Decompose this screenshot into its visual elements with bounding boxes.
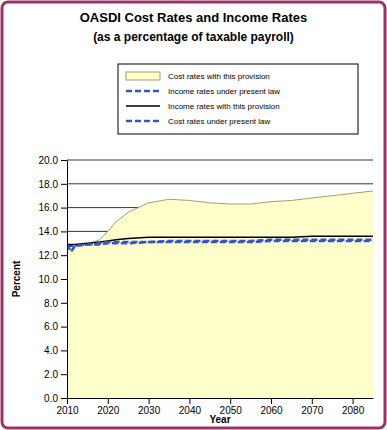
- subtitle: (as a percentage of taxable payroll): [93, 30, 294, 44]
- legend: Cost rates with this provision Income rat…: [118, 64, 358, 134]
- y-tick: 16.0: [39, 202, 67, 213]
- line: [67, 240, 373, 252]
- x-tick: 2040: [179, 398, 202, 416]
- x-tick-label: 2030: [138, 405, 161, 416]
- line: [67, 236, 373, 244]
- x-tick-label: 2060: [260, 405, 283, 416]
- x-tick-label: 2040: [179, 405, 202, 416]
- x-tick: 2070: [301, 398, 324, 416]
- legend-swatch: [126, 105, 160, 107]
- legend-box: [118, 64, 358, 134]
- x-axis-line: [68, 398, 374, 399]
- line: [67, 241, 373, 246]
- y-tick-label: 12.0: [39, 250, 59, 261]
- y-tick-label: 10.0: [39, 274, 59, 285]
- y-tick-label: 2.0: [44, 369, 58, 380]
- y-tick-mark: [61, 231, 67, 232]
- y-tick-label: 6.0: [44, 321, 58, 332]
- x-tick: 2030: [138, 398, 161, 416]
- grid: [67, 160, 373, 398]
- x-tick-mark: [67, 398, 68, 404]
- frame: [2, 2, 385, 428]
- legend-swatch: [126, 120, 160, 123]
- x-tick-mark: [230, 398, 231, 404]
- x-tick-mark: [271, 398, 272, 404]
- grid-line: [67, 160, 373, 161]
- x-axis-title: Year: [209, 414, 230, 425]
- y-axis-line: [67, 161, 68, 399]
- area-edge: [67, 191, 373, 252]
- y-tick-mark: [61, 374, 67, 375]
- y-tick-mark: [61, 350, 67, 351]
- y-tick-mark: [61, 303, 67, 304]
- y-tick-label: 16.0: [39, 202, 59, 213]
- x-tick-label: 2010: [56, 405, 79, 416]
- y-axis: 0.0 2.0 4.0 6.0 8.0 10.0 12.0 14.0 16.0 18.0 20.0: [39, 155, 68, 404]
- y-tick-label: 14.0: [39, 226, 59, 237]
- y-tick-label: 20.0: [39, 155, 59, 166]
- y-tick-mark: [61, 279, 67, 280]
- y-tick-label: 0.0: [44, 393, 58, 404]
- x-tick: 2010: [56, 398, 79, 416]
- y-tick: 20.0: [39, 155, 67, 166]
- legend-swatch: [126, 72, 160, 80]
- y-tick-mark: [61, 184, 67, 185]
- y-tick-label: 18.0: [39, 179, 59, 190]
- x-tick-mark: [108, 398, 109, 404]
- y-tick: 8.0: [44, 298, 67, 309]
- legend-label: Cost rates under present law: [168, 117, 270, 126]
- legend-swatch: [126, 90, 160, 93]
- x-tick: 2020: [97, 398, 120, 416]
- y-tick-mark: [61, 208, 67, 209]
- chart: OASDI Cost Rates and Income Rates (as a p…: [0, 0, 387, 430]
- y-tick: 2.0: [44, 369, 67, 380]
- y-tick: 0.0: [44, 393, 67, 404]
- y-tick-label: 8.0: [44, 298, 58, 309]
- y-tick: 14.0: [39, 226, 67, 237]
- x-tick-label: 2020: [97, 405, 120, 416]
- plot-marks: [67, 191, 373, 398]
- y-tick: 4.0: [44, 345, 67, 356]
- y-tick-mark: [61, 160, 67, 161]
- legend-label: Income rates under present law: [168, 87, 280, 96]
- legend-label: Income rates with this provision: [168, 102, 280, 111]
- area: [67, 191, 373, 398]
- y-tick-label: 4.0: [44, 345, 58, 356]
- y-tick: 12.0: [39, 250, 67, 261]
- title: OASDI Cost Rates and Income Rates: [80, 10, 308, 25]
- x-tick: 2080: [342, 398, 365, 416]
- y-tick: 18.0: [39, 179, 67, 190]
- x-tick-mark: [353, 398, 354, 404]
- x-tick-label: 2080: [342, 405, 365, 416]
- x-tick-mark: [312, 398, 313, 404]
- x-tick: 2060: [260, 398, 283, 416]
- y-axis-title: Percent: [11, 260, 22, 297]
- y-tick-mark: [61, 255, 67, 256]
- y-tick: 6.0: [44, 321, 67, 332]
- x-tick-label: 2070: [301, 405, 324, 416]
- legend-label: Cost rates with this provision: [168, 72, 270, 81]
- x-tick-mark: [149, 398, 150, 404]
- y-tick-mark: [61, 398, 67, 399]
- grid-line: [67, 183, 373, 184]
- y-tick: 10.0: [39, 274, 67, 285]
- y-tick-mark: [61, 327, 67, 328]
- x-tick-mark: [189, 398, 190, 404]
